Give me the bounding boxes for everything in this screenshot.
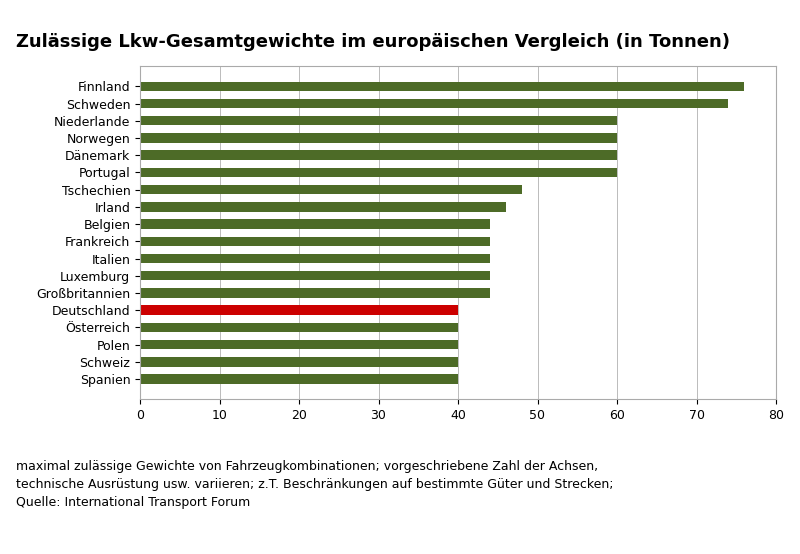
Bar — [140, 271, 490, 280]
Bar — [140, 322, 458, 332]
Bar — [140, 99, 728, 108]
Bar — [140, 237, 490, 246]
Bar — [140, 168, 617, 177]
Bar — [140, 340, 458, 350]
Bar — [140, 305, 458, 315]
Bar — [140, 357, 458, 367]
Bar — [140, 81, 744, 91]
Bar — [140, 151, 617, 160]
Bar — [140, 134, 617, 143]
Bar — [140, 375, 458, 384]
Text: maximal zulässige Gewichte von Fahrzeugkombinationen; vorgeschriebene Zahl der A: maximal zulässige Gewichte von Fahrzeugk… — [16, 460, 614, 509]
Bar — [140, 202, 506, 212]
Bar — [140, 288, 490, 297]
Text: Zulässige Lkw-Gesamtgewichte im europäischen Vergleich (in Tonnen): Zulässige Lkw-Gesamtgewichte im europäis… — [16, 33, 730, 51]
Bar — [140, 254, 490, 263]
Bar — [140, 185, 522, 194]
Bar — [140, 219, 490, 229]
Bar — [140, 116, 617, 126]
